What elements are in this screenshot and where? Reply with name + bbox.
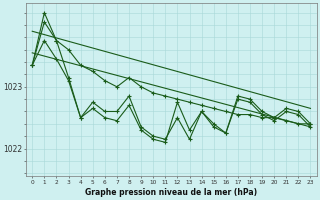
X-axis label: Graphe pression niveau de la mer (hPa): Graphe pression niveau de la mer (hPa) [85,188,257,197]
